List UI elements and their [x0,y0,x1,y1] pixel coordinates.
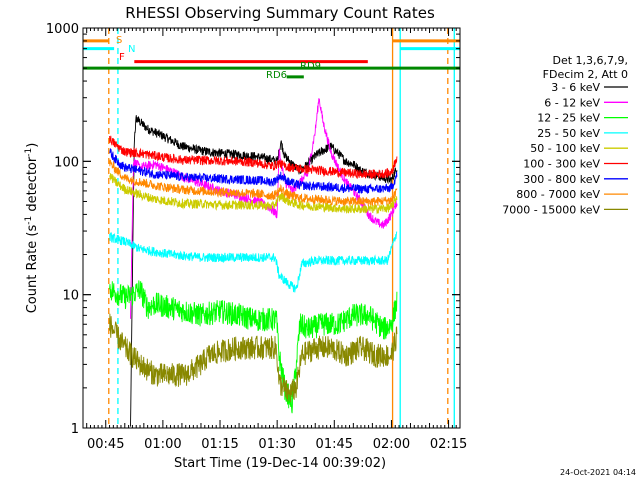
series-line-5 [109,135,398,179]
series-lines [109,98,398,427]
legend-item-label: 100 - 300 keV [523,158,600,171]
series-line-6 [109,148,398,194]
series-line-4 [109,173,398,215]
y-tick-label: 1000 [46,22,79,37]
legend: Det 1,3,6,7,9, FDecim 2, Att 0 3 - 6 keV… [502,54,628,216]
y-axis-label-mid: detector [25,156,40,216]
legend-item-label: 12 - 25 keV [537,112,600,125]
y-tick-label: 10 [62,289,79,304]
legend-header-line2: FDecim 2, Att 0 [543,68,628,81]
x-tick-label: 02:15 [430,437,467,452]
legend-item-label: 50 - 100 keV [530,142,600,155]
flag-label: RD6 [266,70,287,81]
vertical-markers [108,28,455,428]
legend-item-label: 800 - 7000 keV [516,188,600,201]
y-axis-label-sup1: -1 [24,216,34,225]
legend-item-label: 7000 - 15000 keV [502,203,600,216]
footer-timestamp: 24-Oct-2021 04:14 [560,468,636,477]
series-line-7 [109,159,398,207]
legend-item-label: 25 - 50 keV [537,127,600,140]
y-axis: 1 10 100 1000 [46,22,460,437]
plot-frame [82,27,461,429]
y-axis-label-sup2: -1 [24,148,34,157]
flag-labels: SNF RD9 RD6 [116,35,321,81]
x-axis: 00:45 01:00 01:15 01:30 01:45 02:00 02:15 [86,28,467,452]
x-tick-label: 02:00 [373,437,410,452]
series-line-0 [130,115,398,427]
x-tick-label: 01:45 [316,437,353,452]
series-line-2 [109,280,398,414]
x-tick-label: 01:00 [144,437,181,452]
x-axis-label: Start Time (19-Dec-14 00:39:02) [174,456,386,471]
chart-title: RHESSI Observing Summary Count Rates [125,4,435,22]
flag-label: N [128,44,135,55]
x-tick-label: 01:15 [201,437,238,452]
y-axis-label-main: Count Rate (s [25,225,40,314]
flag-bars [83,39,460,79]
x-tick-label: 00:45 [87,437,124,452]
legend-header-line1: Det 1,3,6,7,9, [552,54,628,67]
y-axis-label-end: ) [25,143,40,148]
y-tick-label: 100 [54,155,79,170]
x-tick-label: 01:30 [258,437,295,452]
y-axis-label: Count Rate (s-1 detector-1) [24,143,40,314]
flag-label: S [116,35,122,46]
legend-item-label: 6 - 12 keV [544,96,600,109]
legend-item-label: 3 - 6 keV [551,81,600,94]
series-line-3 [109,231,398,293]
flag-label: F [119,52,125,63]
legend-item-label: 300 - 800 keV [523,173,600,186]
flag-label: RD9 [300,61,321,72]
y-tick-label: 1 [71,422,79,437]
series-line-8 [109,313,398,403]
